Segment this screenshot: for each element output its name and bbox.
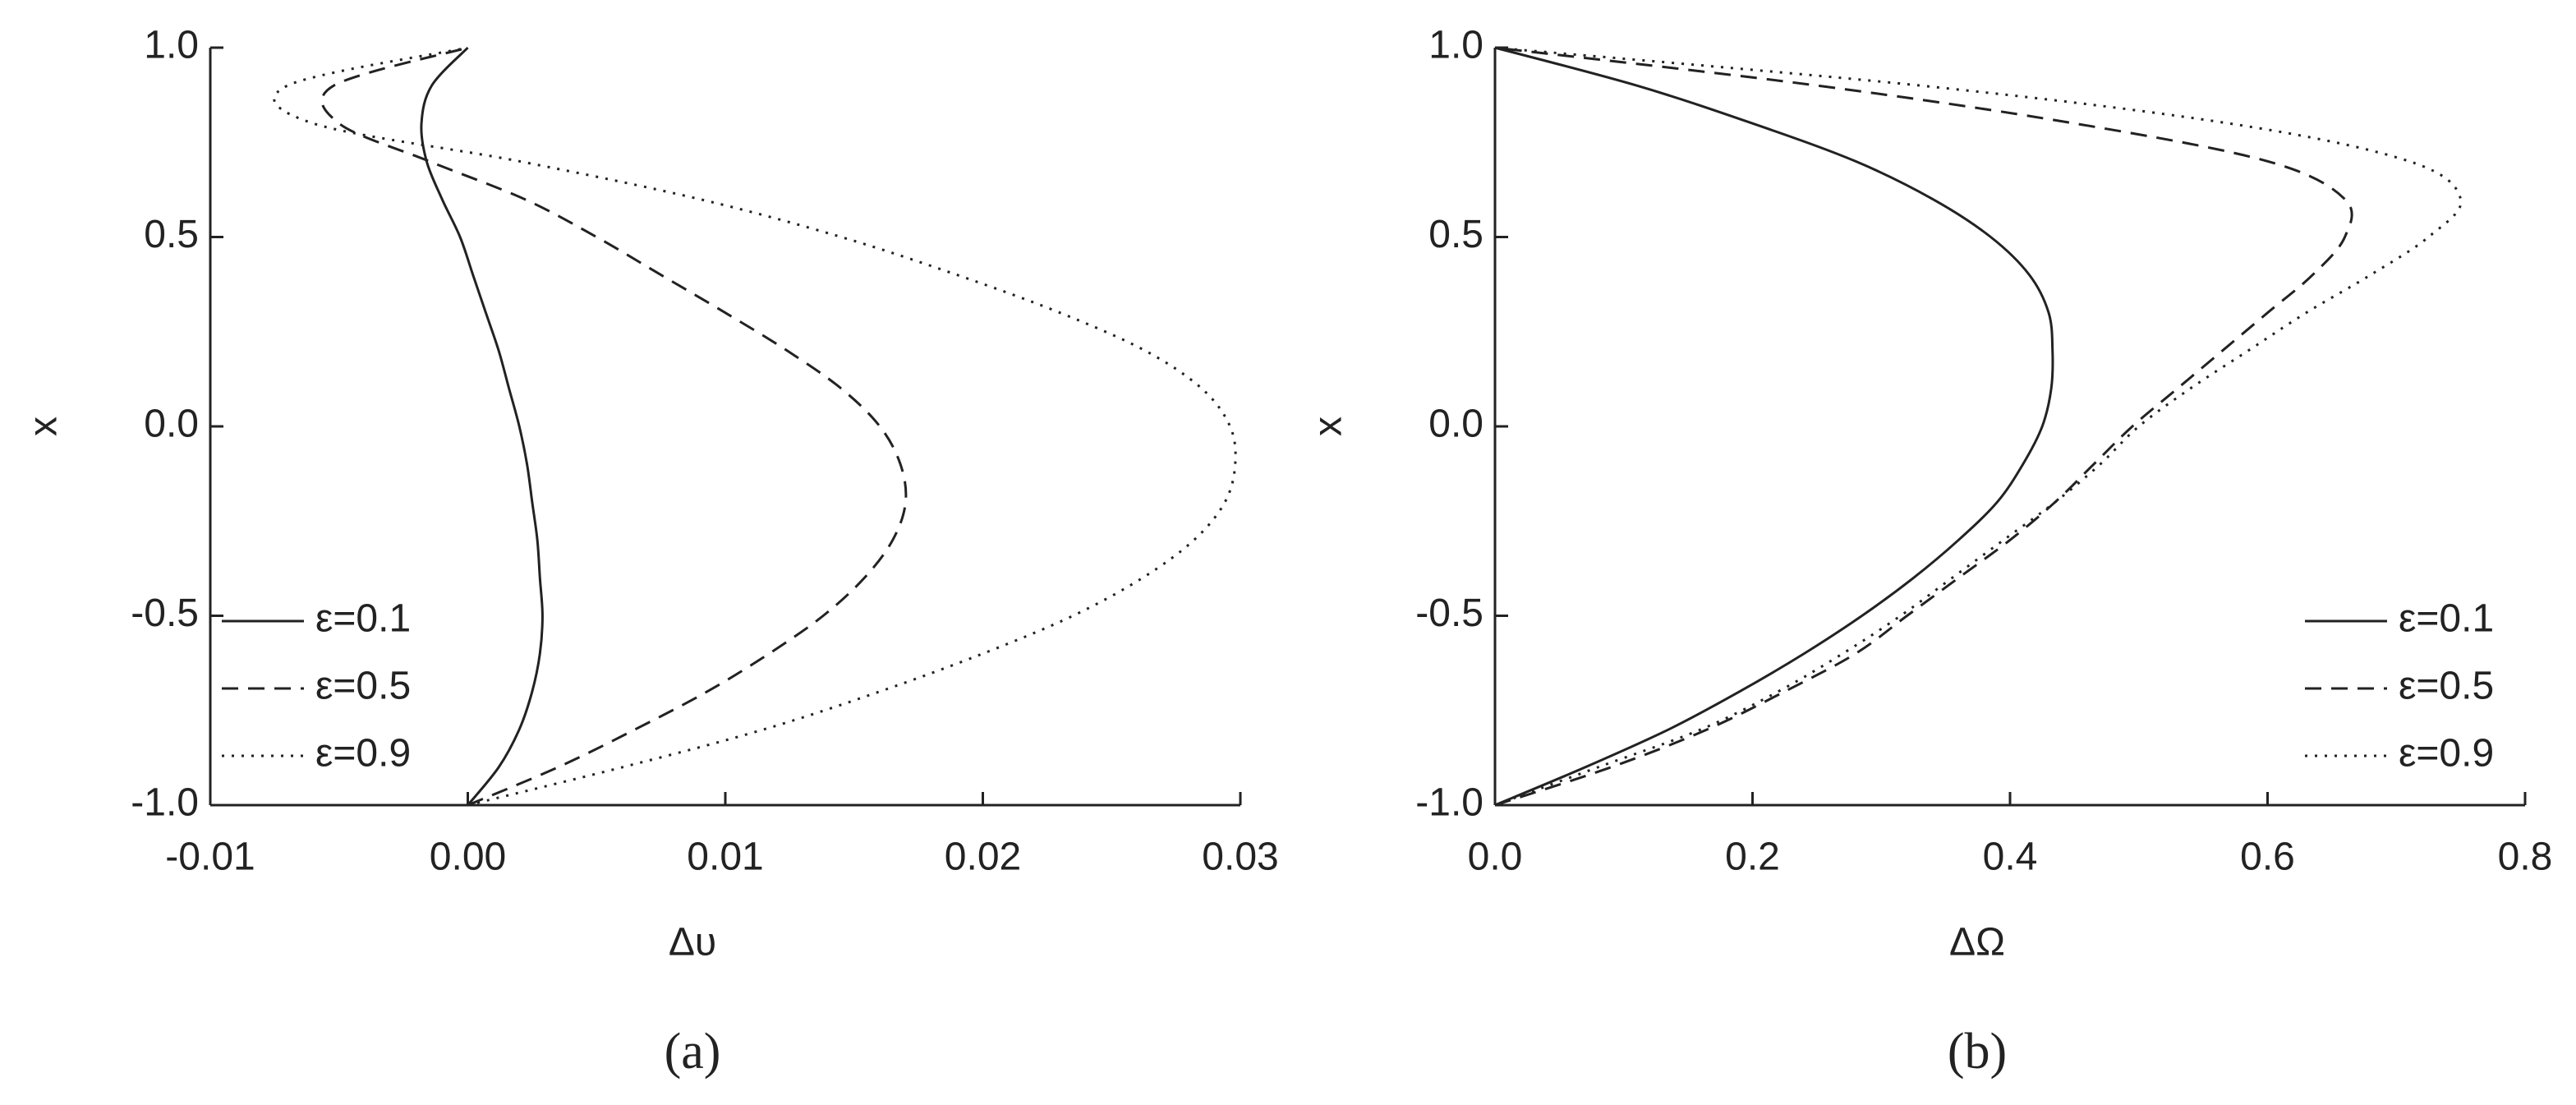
x-tick-label: 0.01 (687, 836, 763, 879)
y-tick-label: 0.0 (144, 403, 199, 446)
y-tick-label: 1.0 (1428, 24, 1484, 67)
x-tick-label: 0.4 (1983, 836, 2038, 879)
y-tick-label: 0.0 (1428, 403, 1484, 446)
x-tick-label: 0.6 (2240, 836, 2295, 879)
y-tick-label: -0.5 (1415, 592, 1484, 635)
x-tick-label: 0.0 (1468, 836, 1523, 879)
series-line (420, 46, 544, 806)
x-axis-label: ΔΩ (1949, 921, 2005, 965)
series-line (1494, 46, 2353, 807)
x-tick-label: 0.8 (2498, 836, 2553, 879)
legend-label: ε=0.9 (315, 732, 411, 776)
y-tick-label: -1.0 (1415, 781, 1484, 825)
legend-label: ε=0.5 (315, 665, 411, 708)
x-tick-label: -0.01 (165, 836, 255, 879)
y-tick-label: -1.0 (131, 781, 199, 825)
legend-label: ε=0.5 (2399, 665, 2494, 708)
y-axis-label: x (1307, 417, 1350, 436)
y-axis-label: x (22, 417, 66, 436)
y-tick-label: -0.5 (131, 592, 199, 635)
series-line (1494, 46, 2054, 807)
x-tick-label: 0.02 (945, 836, 1021, 879)
legend-label: ε=0.1 (2399, 597, 2494, 641)
x-axis-label: Δυ (669, 921, 716, 965)
x-tick-label: 0.00 (430, 836, 506, 879)
y-tick-label: 1.0 (144, 24, 199, 67)
series-line (1494, 46, 2463, 807)
caption: (b) (1948, 1024, 2007, 1080)
caption: (a) (665, 1024, 721, 1080)
y-tick-label: 0.5 (144, 213, 199, 256)
x-tick-label: 0.2 (1725, 836, 1780, 879)
y-tick-label: 0.5 (1428, 213, 1484, 256)
legend-label: ε=0.1 (315, 597, 411, 641)
series-line (320, 46, 908, 807)
x-tick-label: 0.03 (1202, 836, 1278, 879)
series-line (273, 46, 1237, 807)
legend-label: ε=0.9 (2399, 732, 2494, 776)
